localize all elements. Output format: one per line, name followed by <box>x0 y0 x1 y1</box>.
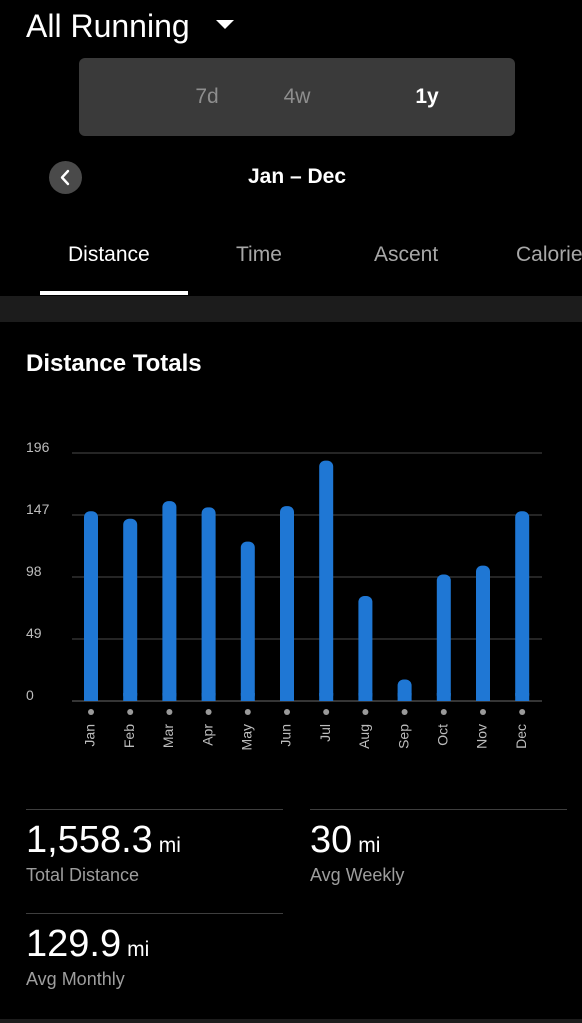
range-option-4w[interactable]: 4w <box>283 85 311 108</box>
tab-ascent[interactable]: Ascent <box>374 243 439 266</box>
x-tick-label: Oct <box>435 724 451 746</box>
x-tick-label: Apr <box>199 724 215 746</box>
bar-jan[interactable] <box>84 511 98 701</box>
tab-time[interactable]: Time <box>236 243 282 266</box>
previous-period-button[interactable] <box>49 161 82 194</box>
x-tick-label: May <box>239 724 255 750</box>
y-tick-label: 0 <box>26 687 34 703</box>
total-distance-unit: mi <box>158 834 181 857</box>
x-tick-label: Jun <box>278 724 294 747</box>
stat-divider <box>26 809 283 810</box>
chevron-left-icon <box>60 169 70 186</box>
bar-aug[interactable] <box>358 595 373 701</box>
y-tick-label: 98 <box>26 563 42 579</box>
bar-dec[interactable] <box>515 511 530 701</box>
total-distance-value: 1,558.3 mi <box>26 818 181 868</box>
x-tick-dot <box>519 709 526 715</box>
activity-filter-dropdown[interactable]: All Running <box>26 8 190 44</box>
x-tick-dot <box>323 709 330 715</box>
x-tick-dot <box>440 709 447 715</box>
y-tick-label: 147 <box>26 501 50 517</box>
range-selector: 7d 4w 1y <box>79 58 515 136</box>
active-tab-indicator <box>40 291 188 295</box>
bar-jul[interactable] <box>319 460 334 701</box>
y-tick-label: 196 <box>26 439 50 455</box>
avg-monthly-unit: mi <box>127 938 150 961</box>
distance-bar-chart: 0 49 98 147 196 Jan Feb Mar Apr May Jun Jul Aug Sep O… <box>26 439 542 750</box>
avg-weekly-number: 30 <box>310 819 353 861</box>
x-tick-dot <box>362 709 369 715</box>
avg-weekly-unit: mi <box>358 834 381 857</box>
x-tick-dot <box>205 709 212 715</box>
x-tick-label: Jan <box>82 724 98 747</box>
avg-weekly-label: Avg Weekly <box>310 865 405 885</box>
bar-base <box>319 693 334 701</box>
bar-base <box>436 693 451 701</box>
x-tick-dot <box>166 709 173 715</box>
x-tick-label: Feb <box>121 724 137 748</box>
range-option-7d[interactable]: 7d <box>195 85 219 108</box>
x-tick-label: Aug <box>356 724 372 749</box>
bar-may[interactable] <box>240 541 255 701</box>
total-distance-label: Total Distance <box>26 865 140 885</box>
bar-base <box>162 693 177 701</box>
bar-base <box>84 693 98 701</box>
x-tick-label: Nov <box>474 724 490 749</box>
avg-monthly-number: 129.9 <box>26 923 122 965</box>
bar-base <box>123 693 138 701</box>
bar-base <box>201 693 216 701</box>
bar-base <box>476 693 490 701</box>
bar-base <box>240 693 255 701</box>
x-tick-dot <box>401 709 408 715</box>
bar-base <box>358 693 373 701</box>
x-tick-label: Sep <box>395 724 411 749</box>
bar-oct[interactable] <box>436 574 451 701</box>
bar-jun[interactable] <box>280 506 294 701</box>
bar-base <box>280 693 294 701</box>
x-tick-dot <box>88 709 94 715</box>
bottom-divider <box>0 1019 582 1023</box>
tab-calories[interactable]: Calories <box>516 243 582 266</box>
avg-monthly-label: Avg Monthly <box>26 969 125 989</box>
bar-feb[interactable] <box>123 518 138 701</box>
range-option-1y[interactable]: 1y <box>415 85 439 108</box>
x-tick-dot <box>127 709 134 715</box>
avg-monthly-value: 129.9 mi <box>26 922 149 972</box>
x-tick-dot <box>244 709 251 715</box>
avg-weekly-value: 30 mi <box>310 818 380 868</box>
stat-divider <box>310 809 567 810</box>
card-title: Distance Totals <box>26 350 202 377</box>
stat-divider <box>26 913 283 914</box>
x-tick-label: Mar <box>160 724 176 748</box>
section-divider <box>0 296 582 322</box>
tab-distance[interactable]: Distance <box>68 243 150 266</box>
bar-nov[interactable] <box>476 565 490 701</box>
period-label: Jan – Dec <box>247 165 347 188</box>
x-tick-dot <box>480 709 486 715</box>
bar-mar[interactable] <box>162 501 177 701</box>
y-tick-label: 49 <box>26 625 42 641</box>
bar-base <box>515 693 530 701</box>
x-tick-dot <box>284 709 290 715</box>
total-distance-number: 1,558.3 <box>26 819 153 861</box>
x-tick-label: Jul <box>317 724 333 742</box>
bar-apr[interactable] <box>201 507 216 701</box>
bar-base <box>397 693 412 701</box>
x-tick-label: Dec <box>513 724 529 749</box>
caret-down-icon[interactable] <box>216 20 234 29</box>
